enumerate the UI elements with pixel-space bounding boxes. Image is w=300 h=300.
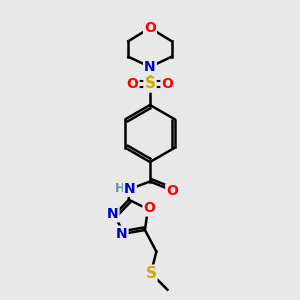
Text: N: N	[107, 207, 118, 221]
Text: O: O	[144, 21, 156, 35]
Text: N: N	[124, 182, 136, 196]
Text: O: O	[127, 77, 139, 91]
Text: O: O	[161, 77, 173, 91]
Text: S: S	[145, 76, 155, 92]
Text: O: O	[166, 184, 178, 198]
Text: S: S	[146, 266, 156, 281]
Text: N: N	[144, 60, 156, 74]
Text: H: H	[115, 182, 125, 195]
Text: N: N	[116, 227, 127, 241]
Text: O: O	[143, 201, 155, 215]
